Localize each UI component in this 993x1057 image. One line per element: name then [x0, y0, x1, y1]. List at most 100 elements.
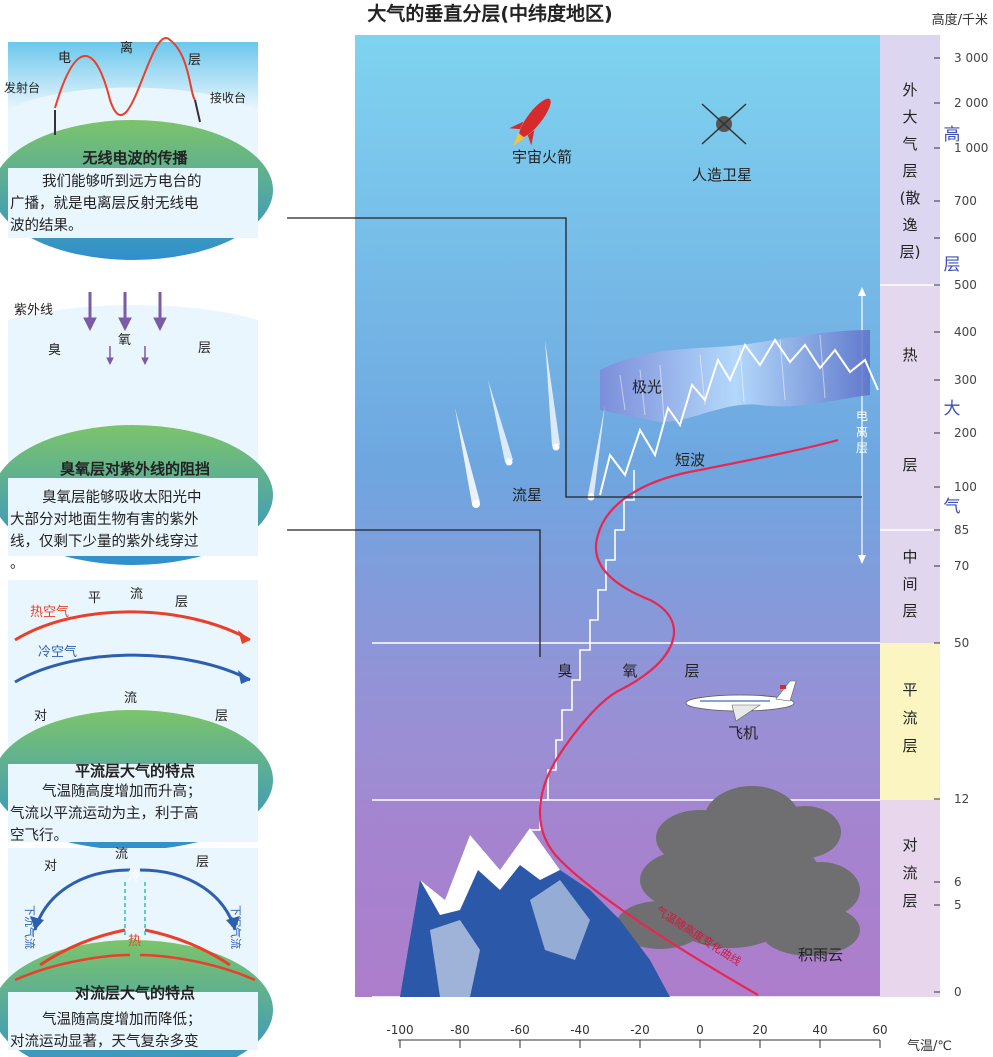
temp-tick-label: 20 — [752, 1023, 767, 1037]
upper-atmosphere-char: 层 — [944, 255, 961, 275]
rocket-label: 宇宙火箭 — [512, 148, 572, 166]
temp-axis: -100 -80 -60 -40 -20 0 20 40 60 — [386, 1023, 888, 1048]
height-tick-label: 3 000 — [954, 51, 988, 65]
ozone-char: 臭 — [557, 662, 572, 680]
panel-tropo-title: 对流层大气的特点 — [75, 984, 195, 1002]
panel-ozone-label-1: 臭 — [48, 343, 61, 358]
height-tick-label: 6 — [954, 875, 962, 889]
temp-tick-label: -80 — [450, 1023, 470, 1037]
height-tick-label: 1 000 — [954, 141, 988, 155]
temp-unit-label: 气温/℃ — [907, 1038, 952, 1054]
panel-radio — [0, 37, 273, 260]
panel-tropo-sink-right: 下沉气流 — [229, 905, 243, 949]
thermoLabels-char: 热 — [902, 346, 917, 364]
rocket-icon — [509, 98, 551, 147]
mesoLabels-char: 间 — [902, 575, 917, 593]
temp-tick-label: -20 — [630, 1023, 650, 1037]
panel1Body-line: 大部分对地面生物有害的紫外 — [10, 511, 199, 528]
panel-tropo — [0, 848, 273, 1057]
height-tick-label: 600 — [954, 231, 977, 245]
mesosphere-label: 中间层 — [902, 548, 917, 620]
height-tick-label: 200 — [954, 426, 977, 440]
aurora-label: 极光 — [632, 378, 662, 396]
connector-ozone — [287, 529, 541, 657]
panel0Body-line: 我们能够听到远方电台的 — [42, 173, 202, 190]
panel-radio-label-1: 电 — [58, 51, 71, 66]
aurora — [600, 330, 870, 423]
mesosphere-band — [880, 530, 940, 643]
tropoLabels-char: 层 — [902, 892, 917, 910]
cumulonimbus-cloud — [616, 786, 860, 956]
meteor-label: 流星 — [512, 486, 542, 504]
thermosphere-label: 热层 — [902, 346, 917, 474]
meteors — [455, 340, 605, 508]
temp-tick-label: -100 — [386, 1023, 413, 1037]
exoLabels-char: 逸 — [902, 216, 917, 234]
height-tick-label: 0 — [954, 985, 962, 999]
height-tick-label: 400 — [954, 325, 977, 339]
panel-ozone-label-3: 层 — [198, 341, 211, 356]
airplane-icon — [685, 680, 797, 722]
height-tick-label: 700 — [954, 194, 977, 208]
satellite-label: 人造卫星 — [692, 166, 752, 184]
panel-tropo-hot: 热 — [128, 934, 141, 949]
uv-label: 紫外线 — [14, 303, 53, 318]
panel-tropo-label-1: 流 — [115, 847, 128, 862]
cold-air-label: 冷空气 — [38, 644, 77, 660]
ozone-char: 层 — [684, 662, 699, 680]
tropoLabels-char: 流 — [902, 864, 917, 882]
panel-strato-label-2: 流 — [130, 587, 143, 602]
height-tick-label: 12 — [954, 792, 969, 806]
airplane-label: 飞机 — [728, 724, 758, 742]
height-tick-label: 50 — [954, 636, 969, 650]
panel-radio-label-3: 层 — [188, 53, 201, 68]
stratoLabels-char: 平 — [902, 681, 917, 699]
mesoLabels-char: 中 — [902, 548, 917, 566]
panel-strato-label-5: 流 — [124, 691, 137, 706]
panel-tropo-body: 气温随高度增加而降低；对流运动显著，天气复杂多变。 — [10, 1011, 202, 1057]
height-tick-label: 300 — [954, 373, 977, 387]
panel2Body-line: 空飞行。 — [10, 827, 68, 844]
ionoLabels-char: 层 — [856, 441, 868, 455]
panel2Body-line: 气温随高度增加而升高； — [42, 783, 202, 800]
panel-ozone-label-2: 氧 — [118, 333, 131, 348]
panel1Body-line: 。 — [10, 556, 25, 572]
exoLabels-char: 大 — [902, 108, 917, 126]
height-tick-label: 5 — [954, 898, 962, 912]
stratosphere-band — [880, 643, 940, 800]
ozone-layer-label: 臭氧层 — [557, 662, 699, 680]
receiver-label: 接收台 — [210, 90, 246, 105]
panel-strato-title: 平流层大气的特点 — [75, 762, 195, 780]
exoLabels-char: 外 — [902, 81, 917, 99]
panel2Body-line: 气流以平流运动为主，利于高 — [10, 805, 199, 822]
ionoLabels-char: 电 — [856, 409, 868, 423]
panel-tropo-sink-left: 下沉气流 — [23, 905, 37, 949]
exoLabels-char: 层 — [902, 162, 917, 180]
diagram-title: 大气的垂直分层(中纬度地区) — [367, 2, 612, 25]
step-line — [529, 470, 635, 860]
panel-strato — [0, 580, 273, 850]
height-tick-label: 100 — [954, 480, 977, 494]
panel-ozone-title: 臭氧层对紫外线的阻挡 — [60, 460, 210, 478]
panel-radio-label-2: 离 — [120, 40, 133, 56]
exoLabels-char: 气 — [902, 135, 917, 153]
stratosphere-label: 平流层 — [902, 681, 917, 755]
panel3Body-line: 气温随高度增加而降低； — [42, 1011, 202, 1028]
temp-tick-label: -60 — [510, 1023, 530, 1037]
temp-tick-label: 40 — [812, 1023, 827, 1037]
upper-atmosphere-char: 气 — [944, 497, 961, 517]
stratoLabels-char: 层 — [902, 737, 917, 755]
height-tick-label: 500 — [954, 278, 977, 292]
troposphere-band — [880, 800, 940, 997]
cloud-label: 积雨云 — [798, 946, 843, 964]
panel-radio-title: 无线电波的传播 — [81, 149, 188, 167]
panel1Body-line: 臭氧层能够吸收太阳光中 — [42, 489, 202, 506]
temp-tick-label: 0 — [696, 1023, 704, 1037]
exoLabels-char: (散 — [900, 189, 921, 207]
panel-tropo-cold: 冷 — [128, 869, 140, 883]
connector-radio — [287, 217, 862, 498]
